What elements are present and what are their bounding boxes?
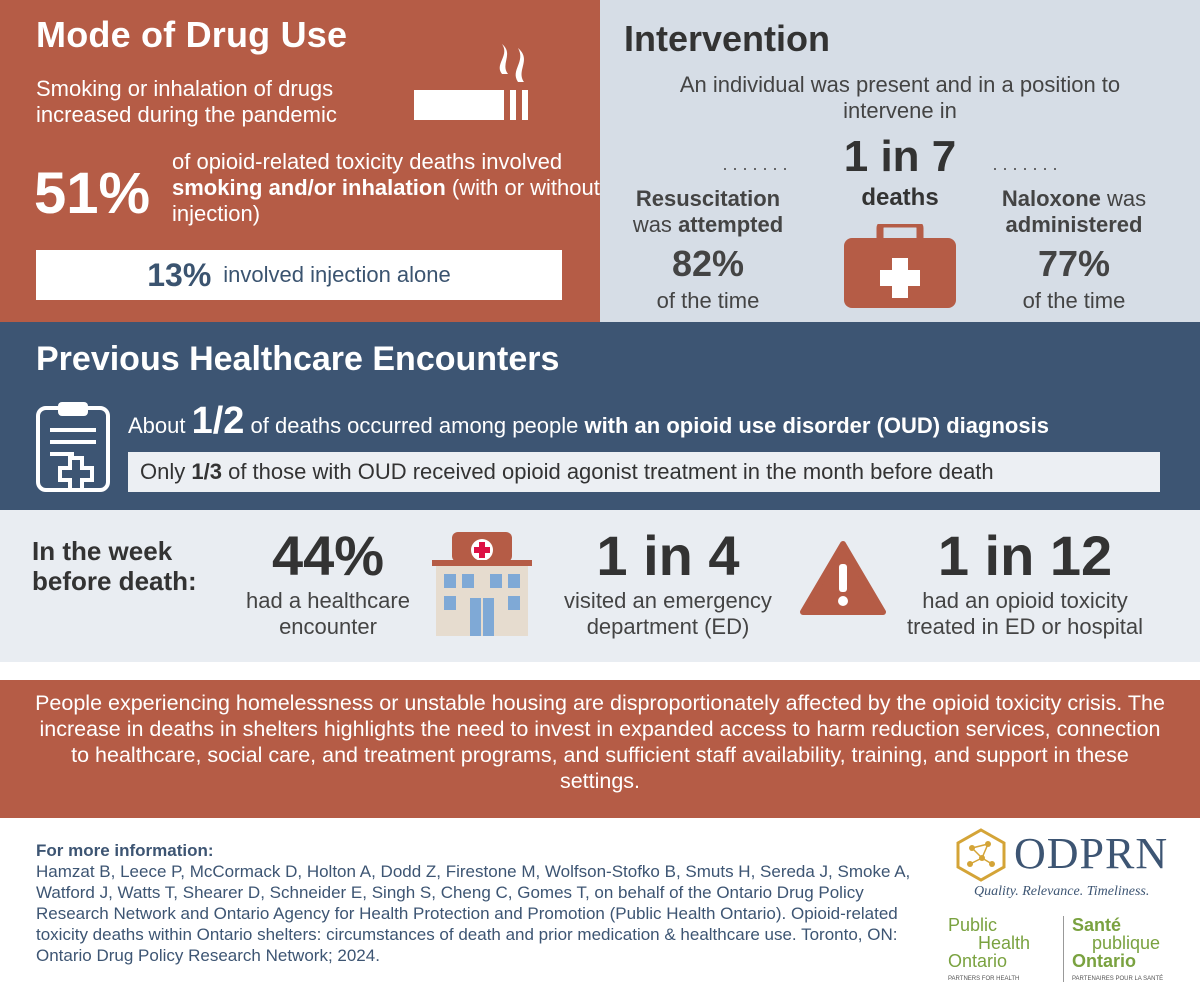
pho-fr-1: Santé [1072,915,1122,935]
desc-bold: smoking and/or inhalation [172,175,446,200]
toxicity-stat: 1 in 12 had an opioid toxicity treated i… [890,524,1160,640]
pho-en: Public Health Ontario [948,916,1058,970]
previous-healthcare-panel: Previous Healthcare Encounters About 1/2… [0,322,1200,510]
intervention-lead: An individual was present and in a posit… [679,72,1121,123]
injection-text: involved injection alone [223,262,451,287]
about-text: About [128,413,192,438]
nalox-tail: of the time [1022,288,1126,313]
oat-box: Only 1/3 of those with OUD received opio… [128,452,1160,492]
s3-text-2: treated in ED or hospital [906,614,1144,639]
week-label: In the week before death: [32,536,197,596]
hospital-icon [432,532,532,636]
dots-right: ······· [992,158,1062,178]
s1-text-1: had a healthcare [246,588,410,613]
odprn-logo: ODPRN Quality. Relevance. Timeliness. [954,826,1194,899]
injection-box: 13% involved injection alone [36,250,562,300]
pho-en-2: Health [978,933,1031,953]
warning-icon [800,541,886,615]
intervention-deaths: deaths [861,184,939,211]
only-frac: 1/3 [191,459,222,484]
s2-text-1: visited an emergency [564,588,772,613]
s1-text-2: encounter [279,614,377,639]
oud-fraction: 1/2 [191,400,245,442]
nalox-a: Naloxone [1001,186,1101,211]
footer-heading: For more information: [36,841,214,860]
pho-en-1: Public [948,915,998,935]
dots-left: ······· [722,158,792,178]
mode-of-drug-use-panel: Mode of Drug Use Smoking or inhalation o… [0,0,600,322]
odprn-hexagon-icon [956,828,1006,882]
mode-title: Mode of Drug Use [36,14,348,55]
footer-citation: For more information: Hamzat B, Leece P,… [36,840,936,966]
intervention-title: Intervention [624,18,831,59]
injection-percent: 13% [147,256,212,293]
resuscitation-stat: Resuscitation was attempted 82% of the t… [608,186,808,314]
pho-fr: Santé publique Ontario [1072,916,1192,970]
homelessness-note: People experiencing homelessness or unst… [0,680,1200,818]
pho-en-tagline: PARTNERS FOR HEALTH [948,976,1020,982]
pho-fr-tagline: PARTENAIRES POUR LA SANTÉ [1072,976,1164,982]
pho-en-3: Ontario [948,951,1008,971]
smoking-description: of opioid-related toxicity deaths involv… [172,149,602,227]
pho-fr-2: publique [1092,933,1161,953]
ed-stat: 1 in 4 visited an emergency department (… [548,524,788,640]
resus-pct: 82% [671,243,745,284]
cigarette-icon [414,44,528,120]
intervention-ratio: 1 in 7 [843,132,957,181]
odprn-tagline: Quality. Relevance. Timeliness. [974,884,1150,899]
clipboard-icon [36,402,110,492]
s3-text-1: had an opioid toxicity [922,588,1128,613]
oud-line: About 1/2 of deaths occurred among peopl… [128,400,1049,443]
nalox-b: was [1100,186,1147,211]
only-post: of those with OUD received opioid agonis… [228,459,994,484]
nalox-c: administered [1005,212,1143,237]
resus-tail: of the time [656,288,760,313]
week-label-1: In the week [32,536,173,566]
resus-a: Resuscitation [635,186,781,211]
nalox-pct: 77% [1037,243,1111,284]
desc-pre: of opioid-related toxicity deaths involv… [172,149,563,174]
mode-subtitle: Smoking or inhalation of drugs increased… [36,76,337,127]
s2-text-2: department (ED) [586,614,750,639]
resus-c: attempted [678,212,784,237]
intervention-panel: Intervention An individual was present a… [600,0,1200,322]
only-pre: Only [140,459,186,484]
s2-number: 1 in 4 [596,524,740,587]
citation-text: Hamzat B, Leece P, McCormack D, Holton A… [36,862,911,965]
s3-number: 1 in 12 [937,524,1113,587]
previous-title: Previous Healthcare Encounters [36,340,560,378]
odprn-wordmark: ODPRN [1014,829,1169,878]
s1-number: 44% [271,524,385,587]
week-label-2: before death: [32,566,197,596]
oud-bold: with an opioid use disorder (OUD) diagno… [584,413,1049,438]
oud-mid: of deaths occurred among people [244,413,585,438]
pho-divider [1063,916,1064,982]
week-before-death-panel: In the week before death: 44% had a heal… [0,510,1200,662]
desc-post: (with or without injection) [172,175,600,226]
logos: ODPRN Quality. Relevance. Timeliness. Pu… [940,820,1200,990]
naloxone-stat: Naloxone was administered 77% of the tim… [974,186,1174,314]
smoking-percent: 51% [34,161,151,226]
healthcare-stat: 44% had a healthcare encounter [228,524,428,640]
pho-fr-3: Ontario [1072,951,1137,971]
public-health-ontario-logo: Public Health Ontario Santé publique Ont… [948,916,1188,986]
medical-kit-icon [844,224,956,308]
resus-b: was [632,212,679,237]
